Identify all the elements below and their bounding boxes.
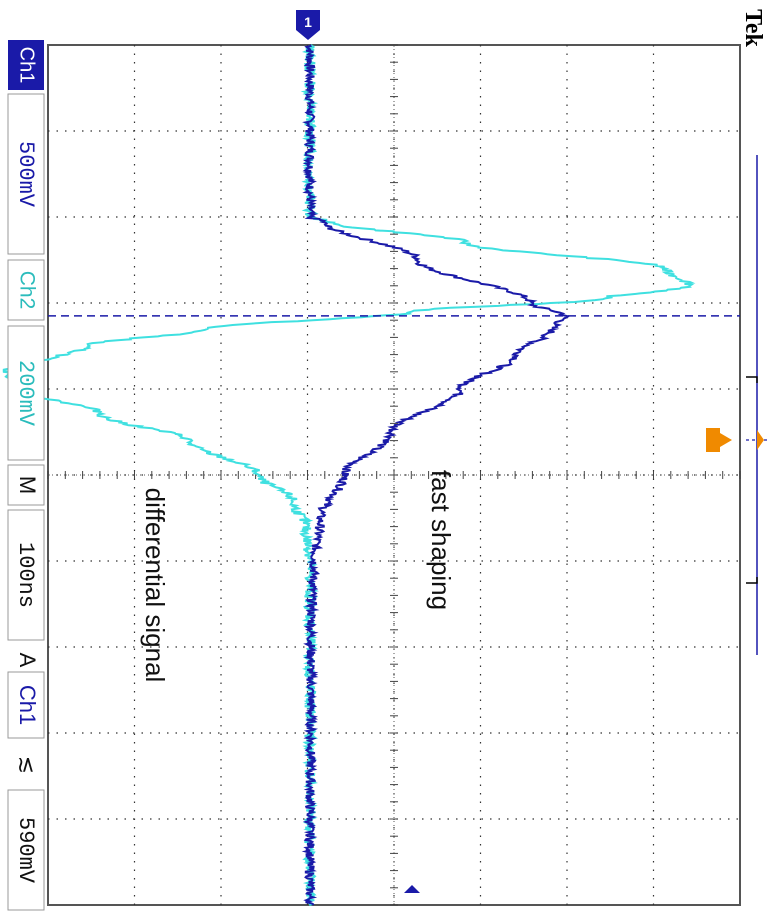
- ch2-scale-box: [7, 325, 45, 461]
- trigger-level-box[interactable]: [7, 789, 45, 911]
- ch2-scale: 200mV: [13, 360, 38, 427]
- trigger-position-marker[interactable]: [706, 428, 732, 452]
- trigger-source-box[interactable]: [7, 671, 45, 739]
- series-ch1-fast-shaping: [301, 44, 571, 906]
- ch2-label: Ch2: [15, 271, 38, 310]
- readout-column: Ch1 500mV Ch2 200mV M 100ns A Ch1 ≲ 590m…: [7, 40, 45, 911]
- trigger-slope-icon: ≲: [14, 756, 39, 774]
- annotation-differential-signal: differential signal: [140, 488, 170, 683]
- ch1-ground-marker[interactable]: 1: [296, 10, 320, 40]
- ch1-scale-box: [7, 93, 45, 255]
- ch1-scale: 500mV: [13, 141, 38, 208]
- ch1-marker-label: 1: [304, 14, 312, 30]
- ch1-label-box[interactable]: [8, 40, 44, 90]
- trigger-level: 590mV: [13, 817, 38, 884]
- trigger-mode: A: [15, 653, 40, 668]
- markers: [48, 155, 770, 893]
- waveforms: [2, 44, 696, 906]
- time-label-box: [7, 464, 45, 506]
- brand-label: Tek: [740, 9, 766, 47]
- time-label: M: [15, 476, 40, 494]
- ch2-label-box[interactable]: [7, 259, 45, 321]
- time-scale-box[interactable]: [7, 509, 45, 641]
- ch1-label: Ch1: [16, 47, 38, 84]
- time-scale: 100ns: [13, 542, 38, 608]
- graticule: [47, 44, 741, 906]
- trigger-level-marker[interactable]: [404, 885, 420, 893]
- annotation-fast-shaping: fast shaping: [426, 470, 456, 610]
- trigger-position-indicator: [757, 430, 764, 450]
- record-window-brackets: [746, 376, 758, 584]
- trigger-source: Ch1: [15, 685, 40, 725]
